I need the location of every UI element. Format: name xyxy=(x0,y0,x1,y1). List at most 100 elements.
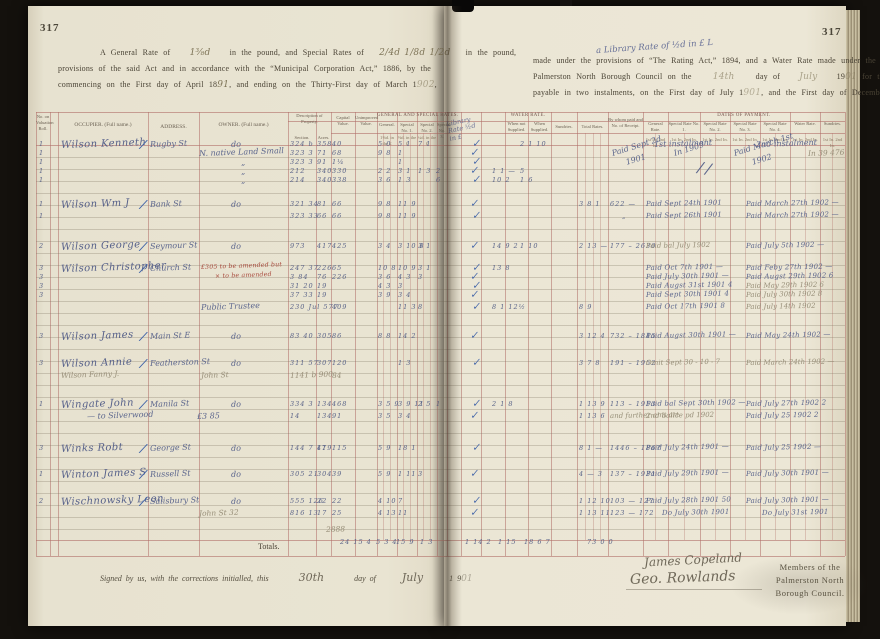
ledger-entry: 321 34 xyxy=(290,200,319,208)
ledger-entry: do xyxy=(230,358,242,368)
ledger-entry: 3 5 9 xyxy=(378,400,400,408)
column-header: 1st In. 2nd In. xyxy=(732,137,758,142)
ledger-entry: John St xyxy=(200,370,229,380)
ledger-entry: 330 xyxy=(332,167,348,175)
ledger-entry: 323 3 xyxy=(290,149,314,157)
rule-line xyxy=(355,112,356,556)
column-header: Special No. 3. xyxy=(437,122,451,139)
ledger-entry: 8 1 — xyxy=(579,444,603,452)
ledger-entry: 65 xyxy=(332,264,343,272)
column-header: Total Rates. xyxy=(581,124,604,129)
ledger-entry: 22 xyxy=(332,497,343,505)
tick-mark: ✓ xyxy=(471,442,481,454)
members-block: Members of the Palmerston North Borough … xyxy=(760,561,860,601)
rule-line xyxy=(730,112,731,556)
ledger-entry: 1 xyxy=(39,158,45,166)
ledger-entry: 1 xyxy=(39,149,45,157)
ledger-entry: 14 2 xyxy=(398,332,417,340)
rule-line xyxy=(403,133,404,540)
ledger-entry: 419 xyxy=(317,444,333,452)
ledger-entry: 14 xyxy=(290,412,301,420)
rule-line xyxy=(805,133,806,540)
ledger-entry: 84 xyxy=(331,370,342,380)
ledger-entry: George St xyxy=(149,442,191,453)
column-header: GENERAL AND SPECIAL RATES. xyxy=(377,113,459,118)
column-header: Unimproved Value. xyxy=(355,115,379,126)
ledger-entry: Paid Oct 17th 1901 8 xyxy=(645,301,726,311)
printed-text: day of xyxy=(755,72,781,81)
printed-text: A General Rate of xyxy=(100,48,171,57)
rule-line xyxy=(417,112,418,556)
ledger-entry: 973 xyxy=(290,242,306,250)
tick-mark: ✓ xyxy=(469,507,479,519)
ledger-entry: 3 4 xyxy=(398,412,412,420)
ledger-entry: 1 xyxy=(39,140,45,148)
ledger-entry: 247 37 xyxy=(290,264,319,272)
column-header: 1st In. 2nd In. xyxy=(645,137,666,148)
handwritten-year: 91 xyxy=(217,80,230,90)
ledger-entry: 103 — 127 xyxy=(610,497,655,505)
members-line: Borough Council. xyxy=(775,588,845,599)
ledger-entry: 9 8 xyxy=(378,149,392,157)
ledger-entry: 134 xyxy=(317,400,333,408)
signed-statement: Signed by us, with the corrections initi… xyxy=(100,571,473,584)
printed-text: 19 xyxy=(836,72,846,81)
rule-line xyxy=(397,112,398,556)
ledger-entry: 305 xyxy=(317,332,333,340)
ledger-entry: 11 3 xyxy=(398,303,417,311)
tick-mark: ✓ xyxy=(469,198,479,210)
spine-notch xyxy=(452,0,474,12)
ledger-entry: „ xyxy=(240,175,246,185)
ledger-entry: 3 84 xyxy=(290,273,309,281)
tick-mark: ✓ xyxy=(471,357,481,369)
ledger-entry: 8 9 xyxy=(579,303,593,311)
ledger-entry: 5 3 4 xyxy=(376,538,398,546)
ledger-entry: 1 3 xyxy=(398,176,412,184)
rule-line xyxy=(331,112,332,556)
ledger-entry: 11 9 xyxy=(398,212,417,220)
ledger-entry: 1 10 xyxy=(520,242,539,250)
ledger-entry: 3 8 1 xyxy=(579,200,601,208)
ledger-entry: Paid May 29th 1902 6 xyxy=(745,280,825,290)
ledger-entry: 10 8 xyxy=(378,264,397,272)
handwritten-month: July xyxy=(799,72,818,82)
ledger-entry: 323 33 xyxy=(290,212,319,220)
printed-text: payable in two instalments, on the First… xyxy=(533,88,744,97)
rule-line xyxy=(608,112,609,556)
ledger-entry: 3 6 xyxy=(378,273,392,281)
ledger-entry: 2 xyxy=(39,242,45,250)
ledger-entry: 81 xyxy=(317,200,328,208)
ledger-entry: do xyxy=(230,469,242,479)
tick-mark: ✓ xyxy=(471,398,481,410)
ledger-entry: 307 xyxy=(317,359,333,367)
rule-line xyxy=(505,112,506,556)
column-header: Special Rate No. 1. xyxy=(668,121,700,132)
handwritten-year: 902 xyxy=(416,80,435,90)
rule-line xyxy=(593,133,594,540)
members-line: Palmerston North xyxy=(775,575,845,586)
ledger-entry: 19 xyxy=(317,282,328,290)
ledger-entry: Paid July 29th 1901 — xyxy=(645,468,730,478)
rule-line xyxy=(50,112,51,556)
column-header: OCCUPIER. (Full name.) xyxy=(74,122,132,128)
ledger-entry: 1 13 6 xyxy=(579,412,606,420)
header-right-line2: Palmerston North Borough Council on the … xyxy=(533,72,880,82)
ledger-entry: 1¼ xyxy=(332,158,345,166)
ledger-entry: 10 9 xyxy=(398,264,417,272)
rule-line xyxy=(845,112,846,556)
column-header: Acres. xyxy=(317,135,330,140)
ledger-entry: 3 xyxy=(39,359,45,367)
ledger-entry: Paid July 28th 1901 50 xyxy=(645,495,732,505)
printed-text: , and ending on the Thirty-First day of … xyxy=(229,80,417,89)
ledger-entry: „ xyxy=(240,166,246,176)
ledger-entry: Seymour St xyxy=(149,240,198,251)
ledger-entry: Paid July 30th 1901 — xyxy=(645,271,730,281)
handwritten-year: 01 xyxy=(461,574,473,584)
ledger-entry: 1 3 xyxy=(420,538,434,546)
rule-line xyxy=(148,112,149,556)
rule-line xyxy=(481,112,482,556)
ledger-entry: 5 xyxy=(520,167,526,175)
ledger-entry: 1 15 xyxy=(498,538,517,546)
ledger-entry: 137 – 1931 xyxy=(610,470,657,478)
handwritten-rates: 2/4d 1/8d 1/2d xyxy=(379,48,451,58)
